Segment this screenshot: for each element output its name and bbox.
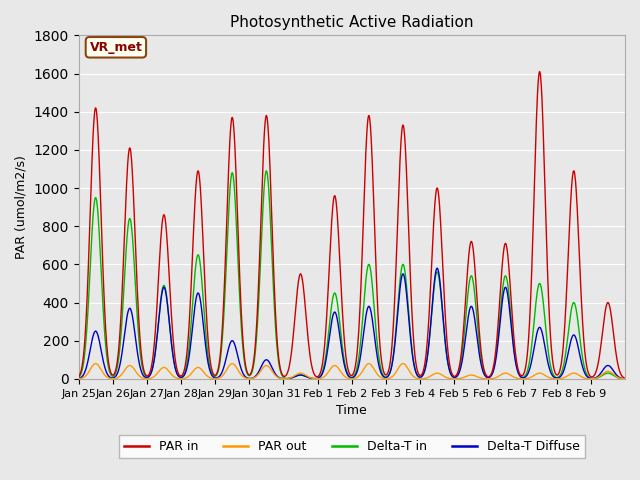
Y-axis label: PAR (umol/m2/s): PAR (umol/m2/s) — [15, 155, 28, 259]
Title: Photosynthetic Active Radiation: Photosynthetic Active Radiation — [230, 15, 474, 30]
Text: VR_met: VR_met — [90, 41, 142, 54]
Legend: PAR in, PAR out, Delta-T in, Delta-T Diffuse: PAR in, PAR out, Delta-T in, Delta-T Dif… — [119, 435, 584, 458]
X-axis label: Time: Time — [337, 404, 367, 417]
